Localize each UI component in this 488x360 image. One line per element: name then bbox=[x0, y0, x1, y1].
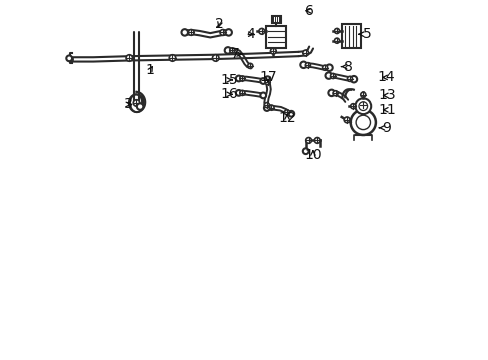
Bar bbox=[341, 24, 361, 48]
Circle shape bbox=[126, 55, 132, 61]
Text: 10: 10 bbox=[304, 148, 321, 162]
Circle shape bbox=[181, 29, 187, 36]
Circle shape bbox=[360, 102, 366, 108]
Circle shape bbox=[169, 55, 175, 61]
Circle shape bbox=[325, 64, 332, 71]
Circle shape bbox=[264, 80, 269, 85]
Circle shape bbox=[314, 138, 320, 143]
Circle shape bbox=[330, 73, 335, 78]
Text: 7: 7 bbox=[231, 47, 242, 61]
Text: 3: 3 bbox=[124, 98, 133, 111]
Circle shape bbox=[258, 28, 264, 34]
Circle shape bbox=[328, 90, 334, 96]
Text: 13: 13 bbox=[378, 89, 395, 102]
Circle shape bbox=[264, 104, 270, 110]
Text: 5: 5 bbox=[358, 27, 370, 41]
Text: 17: 17 bbox=[259, 71, 276, 84]
Circle shape bbox=[212, 55, 219, 61]
Circle shape bbox=[284, 110, 289, 115]
Text: 14: 14 bbox=[377, 71, 395, 84]
Circle shape bbox=[264, 76, 270, 82]
Circle shape bbox=[355, 98, 370, 114]
Text: 9: 9 bbox=[379, 121, 390, 135]
Circle shape bbox=[360, 92, 365, 97]
Circle shape bbox=[133, 100, 140, 106]
Circle shape bbox=[260, 93, 265, 98]
Circle shape bbox=[322, 65, 327, 70]
Circle shape bbox=[220, 30, 225, 35]
Bar bbox=[271, 16, 280, 23]
Text: 8: 8 bbox=[341, 60, 353, 73]
Text: 4: 4 bbox=[246, 27, 254, 41]
Circle shape bbox=[358, 102, 367, 111]
Circle shape bbox=[188, 30, 194, 35]
Circle shape bbox=[350, 76, 356, 82]
Circle shape bbox=[334, 28, 339, 33]
Circle shape bbox=[305, 138, 311, 143]
Circle shape bbox=[344, 117, 349, 123]
Text: 12: 12 bbox=[278, 111, 295, 125]
Circle shape bbox=[268, 105, 273, 110]
Text: 6: 6 bbox=[304, 4, 313, 18]
Circle shape bbox=[239, 76, 244, 81]
Circle shape bbox=[332, 91, 337, 96]
Circle shape bbox=[302, 148, 308, 154]
Text: 16: 16 bbox=[220, 87, 238, 101]
Circle shape bbox=[137, 103, 143, 110]
Circle shape bbox=[239, 90, 244, 95]
Circle shape bbox=[350, 104, 355, 109]
Circle shape bbox=[334, 38, 339, 43]
Circle shape bbox=[305, 63, 310, 68]
Circle shape bbox=[347, 76, 352, 81]
Circle shape bbox=[66, 55, 72, 61]
Bar bbox=[265, 26, 285, 48]
Circle shape bbox=[225, 29, 231, 36]
Circle shape bbox=[235, 90, 241, 96]
Text: 2: 2 bbox=[215, 18, 223, 31]
Circle shape bbox=[229, 48, 234, 53]
Circle shape bbox=[260, 78, 265, 84]
Text: 15: 15 bbox=[220, 73, 238, 87]
Circle shape bbox=[247, 63, 252, 68]
Circle shape bbox=[264, 105, 269, 111]
Circle shape bbox=[350, 110, 375, 135]
Circle shape bbox=[300, 62, 306, 68]
Circle shape bbox=[325, 72, 331, 79]
Circle shape bbox=[235, 76, 241, 81]
Text: 1: 1 bbox=[145, 63, 154, 77]
Circle shape bbox=[302, 50, 308, 56]
Circle shape bbox=[288, 111, 294, 117]
Circle shape bbox=[264, 103, 269, 108]
Circle shape bbox=[355, 115, 370, 130]
Circle shape bbox=[270, 48, 276, 54]
Circle shape bbox=[224, 47, 231, 54]
Text: 11: 11 bbox=[378, 103, 395, 117]
